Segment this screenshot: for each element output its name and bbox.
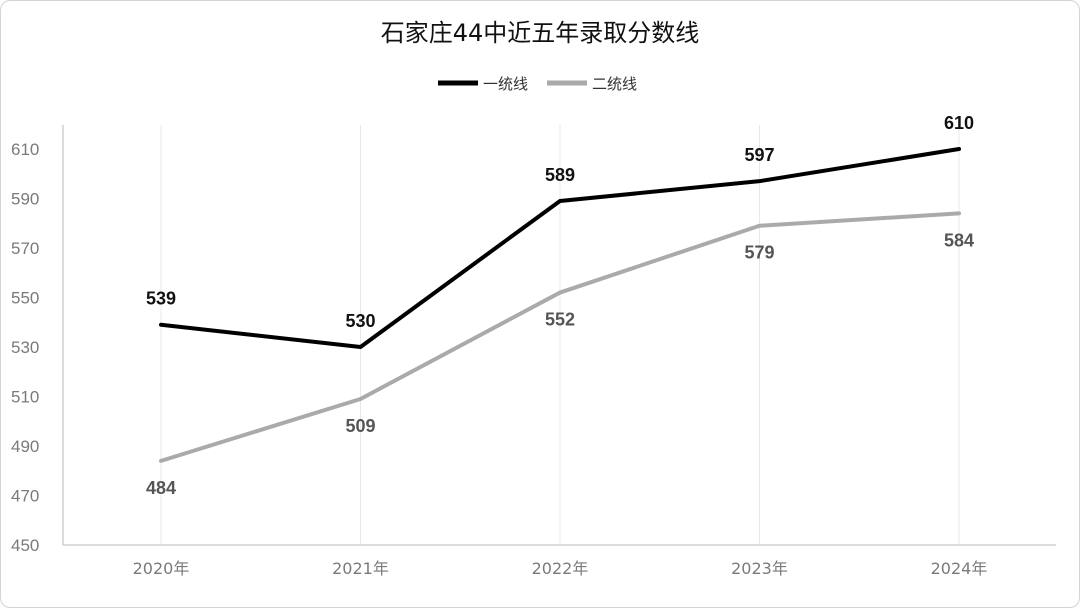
y-tick-label-550: 550	[11, 289, 39, 308]
data-label-一统线-2023年: 597	[744, 145, 774, 165]
y-tick-label-530: 530	[11, 338, 39, 357]
data-labels: 539 530 589 597 610 484 509 552 579 584	[146, 113, 974, 498]
legend: 一统线 二统线	[438, 75, 637, 93]
data-label-二统线-2020年: 484	[146, 478, 176, 498]
x-tick-label-2021年: 2021年	[332, 559, 389, 578]
axes: 450 470 490 510 530 550 570 590 610 2020年 2021年 202…	[11, 125, 1056, 578]
y-tick-label-470: 470	[11, 487, 39, 506]
data-label-二统线-2021年: 509	[345, 416, 375, 436]
x-tick-label-2022年: 2022年	[532, 559, 589, 578]
data-label-一统线-2022年: 589	[545, 165, 575, 185]
y-tick-label-490: 490	[11, 437, 39, 456]
series-layer	[159, 147, 961, 463]
x-tick-label-2024年: 2024年	[931, 559, 988, 578]
y-tick-label-450: 450	[11, 536, 39, 555]
data-label-二统线-2023年: 579	[744, 243, 774, 263]
data-label-二统线-2024年: 584	[944, 230, 974, 250]
y-tick-label-570: 570	[11, 239, 39, 258]
x-tick-label-2020年: 2020年	[133, 559, 190, 578]
data-label-一统线-2024年: 610	[944, 113, 974, 133]
y-tick-label-610: 610	[11, 140, 39, 159]
data-label-一统线-2020年: 539	[146, 289, 176, 309]
legend-label-二统线: 二统线	[592, 75, 637, 93]
data-label-二统线-2022年: 552	[545, 310, 575, 330]
y-tick-label-510: 510	[11, 388, 39, 407]
series-line-二统线	[159, 211, 961, 463]
grid	[160, 125, 960, 545]
legend-label-一统线: 一统线	[483, 75, 528, 93]
data-label-一统线-2021年: 530	[345, 311, 375, 331]
y-tick-label-590: 590	[11, 190, 39, 209]
x-tick-label-2023年: 2023年	[731, 559, 788, 578]
series-line-一统线	[159, 147, 961, 349]
chart-title: 石家庄44中近五年录取分数线	[381, 19, 700, 47]
